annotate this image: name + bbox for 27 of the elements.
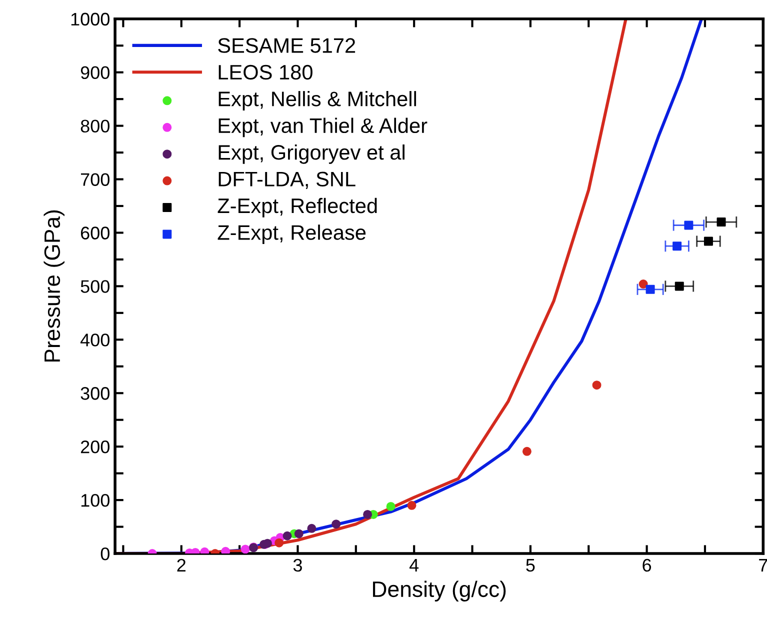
legend-label: Expt, van Thiel & Alder [218,118,428,138]
x-tick-label: 5 [526,559,535,572]
legend-label: LEOS 180 [218,64,312,80]
y-tick-label: 1000 [71,12,110,26]
legend-label: Z-Expt, Reflected [218,198,377,218]
y-tick-label: 400 [80,334,110,346]
y-tick-label: 500 [80,280,110,293]
y-axis-title: Pressure (GPa) [44,210,64,362]
legend-label: Expt, Grigoryev et al [218,144,404,164]
y-tick-label: 300 [80,387,110,400]
legend-label: Z-Expt, Release [218,224,366,244]
legend-label: DFT-LDA, SNL [218,172,356,189]
y-tick-label: 800 [80,120,110,133]
y-tick-label: 600 [80,226,110,240]
x-axis-title: Density (g/cc) [373,580,506,602]
y-tick-label: 700 [80,173,110,186]
y-tick-label: 900 [80,66,110,80]
x-tick-label: 4 [409,559,419,572]
x-tick-label: 6 [642,558,652,572]
x-tick-label: 2 [177,558,186,572]
legend-label: Expt, Nellis & Mitchell [218,91,416,110]
legend-label: SESAME 5172 [218,38,356,53]
y-tick-label: 200 [80,440,110,454]
x-tick-label: 3 [293,558,302,572]
y-tick-label: 100 [81,494,110,507]
y-tick-label: 0 [100,547,110,560]
x-tick-label: 7 [759,559,767,572]
